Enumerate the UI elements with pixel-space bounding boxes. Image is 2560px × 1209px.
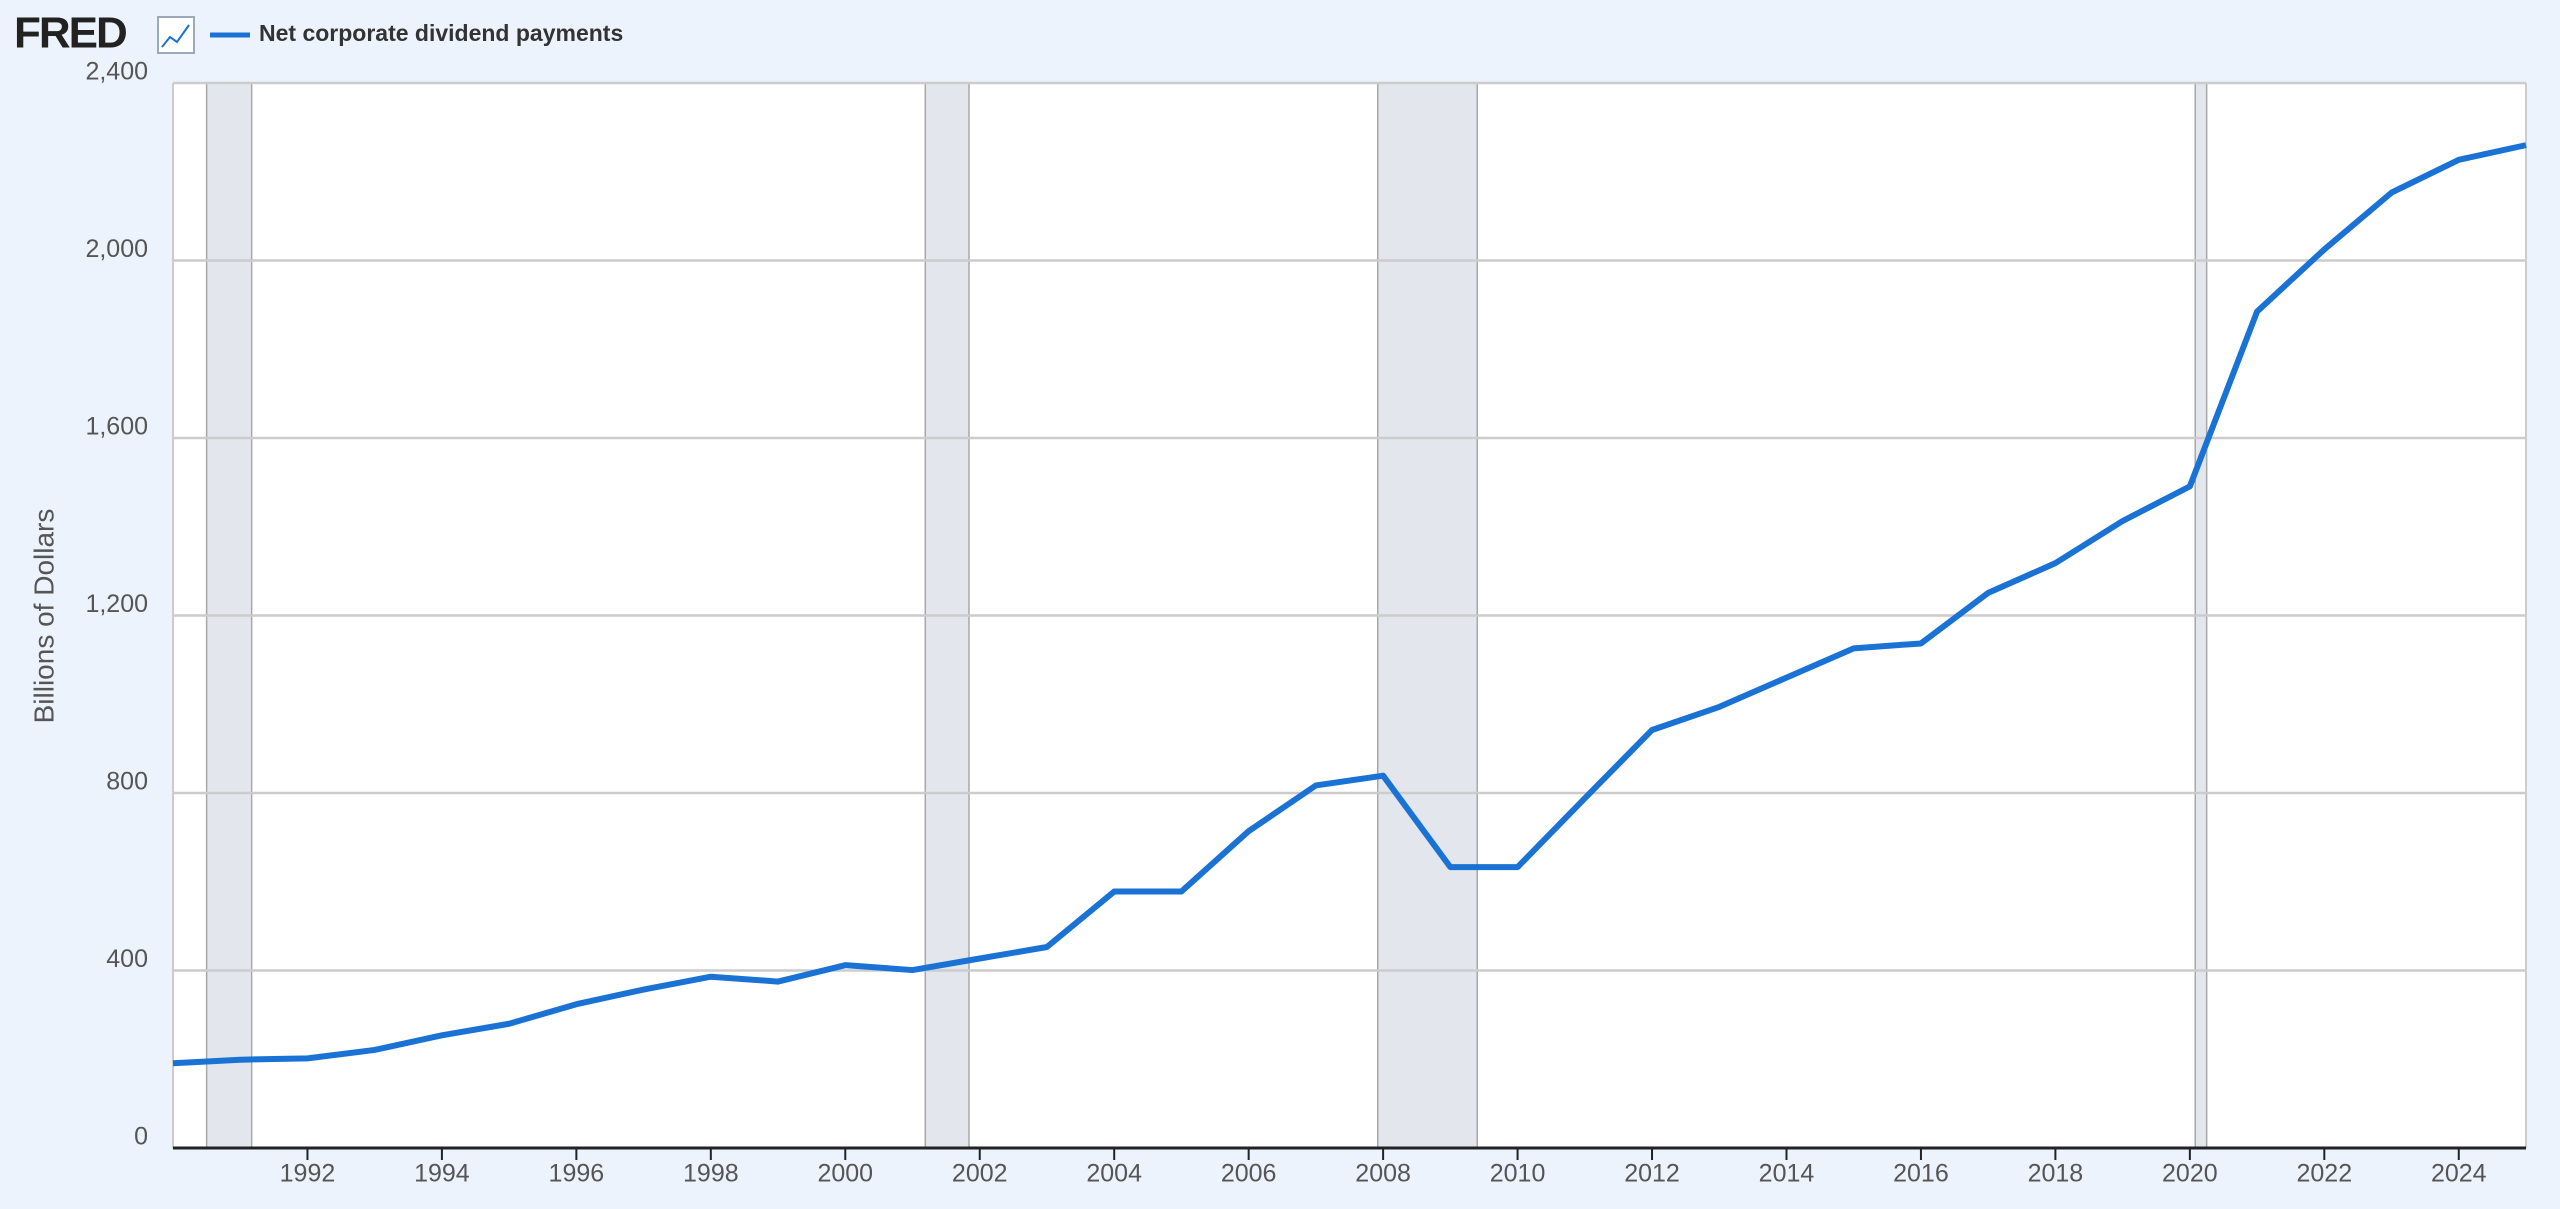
y-tick-label: 1,200 [85,590,148,618]
x-tick-label: 2012 [1624,1160,1680,1188]
logo-icon-line [161,24,190,48]
logo-icon [157,16,195,54]
x-tick-label: 2022 [2297,1160,2353,1188]
data-line [172,142,2527,1067]
y-tick-label: 2,000 [85,235,148,263]
y-tick-label: 2,400 [85,58,148,86]
y-tick-label: 0 [134,1123,148,1151]
logo: FRED [14,9,126,58]
x-tick-label: 1996 [549,1160,605,1188]
y-tick-label: 400 [106,945,148,973]
x-tick-label: 2014 [1759,1160,1815,1188]
x-tick-label: 2016 [1893,1160,1949,1188]
y-tick-label: 800 [106,768,148,796]
legend-label: Net corporate dividend payments [259,20,623,46]
x-tick-label: 1994 [414,1160,470,1188]
x-tick-label: 1992 [280,1160,336,1188]
x-tick-label: 2010 [1490,1160,1546,1188]
x-tick-label: 2000 [817,1160,873,1188]
y-tick-label: 1,600 [85,413,148,441]
y-axis-label: Billions of Dollars [28,509,59,724]
x-tick-label: 2024 [2431,1160,2487,1188]
x-tick-label: 2008 [1355,1160,1411,1188]
x-tick-label: 2004 [1086,1160,1142,1188]
x-tick-label: 1998 [683,1160,739,1188]
x-tick-label: 2006 [1221,1160,1277,1188]
x-tick-label: 2020 [2162,1160,2218,1188]
x-tick-label: 2018 [2028,1160,2084,1188]
x-tick-label: 2002 [952,1160,1008,1188]
